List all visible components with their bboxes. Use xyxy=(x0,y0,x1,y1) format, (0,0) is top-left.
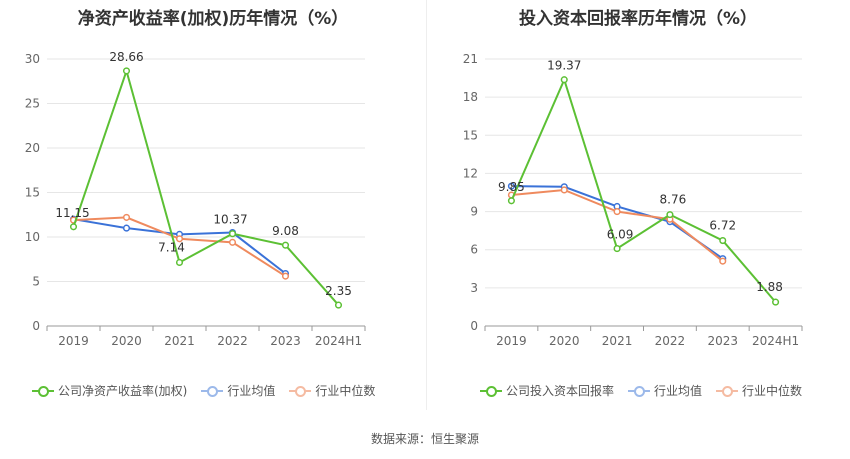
x-tick-label: 2021 xyxy=(602,334,633,348)
legend-label: 行业均值 xyxy=(227,384,276,398)
x-tick-label: 2023 xyxy=(707,334,738,348)
data-point-company xyxy=(334,301,343,309)
legend-roe: 公司净资产收益率(加权) 行业均值 行业中位数 xyxy=(32,382,389,399)
data-point-company xyxy=(560,76,568,84)
y-tick-label: 10 xyxy=(25,230,40,244)
legend-label: 行业中位数 xyxy=(315,384,376,398)
legend-item-avg-roic[interactable]: 行业均值 xyxy=(628,382,702,399)
y-tick-label: 18 xyxy=(463,90,478,104)
x-tick-label: 2023 xyxy=(270,334,301,348)
data-label: 9.08 xyxy=(272,224,299,238)
data-label: 2.35 xyxy=(325,284,352,298)
legend-line-icon xyxy=(289,384,312,398)
legend-line-icon xyxy=(716,384,739,398)
y-tick-label: 30 xyxy=(25,52,40,66)
data-point-median xyxy=(175,235,184,243)
x-tick-label: 2020 xyxy=(111,334,142,348)
legend-item-median-roic[interactable]: 行业中位数 xyxy=(716,382,802,399)
x-tick-label: 2019 xyxy=(58,334,89,348)
x-tick-label: 2020 xyxy=(549,334,580,348)
legend-label: 行业中位数 xyxy=(742,384,803,398)
x-tick-label: 2024H1 xyxy=(315,334,362,348)
data-point-median xyxy=(281,272,290,280)
data-point-median xyxy=(560,186,568,194)
y-tick-label: 15 xyxy=(463,128,478,142)
y-tick-label: 9 xyxy=(470,205,478,219)
x-tick-label: 2019 xyxy=(496,334,527,348)
panel-divider xyxy=(426,0,427,410)
chart-title-roic: 投入资本回报率历年情况（%） xyxy=(518,9,758,29)
x-tick-label: 2021 xyxy=(164,334,195,348)
legend-line-icon xyxy=(628,384,651,398)
data-point-company xyxy=(613,245,621,253)
legend-label: 公司投入资本回报率 xyxy=(506,384,615,398)
data-source: 数据来源：恒生聚源 xyxy=(370,432,479,446)
y-tick-label: 20 xyxy=(25,141,40,155)
data-point-company xyxy=(228,230,237,238)
data-point-median xyxy=(122,213,131,221)
data-label: 9.85 xyxy=(498,180,525,194)
legend-label: 公司净资产收益率(加权) xyxy=(58,384,188,398)
legend-item-median-roe[interactable]: 行业中位数 xyxy=(289,382,375,399)
data-point-company xyxy=(719,237,727,245)
chart-title-roe: 净资产收益率(加权)历年情况（%） xyxy=(77,9,349,29)
data-label: 28.66 xyxy=(109,50,143,64)
y-tick-label: 6 xyxy=(470,243,478,257)
legend-roic: 公司投入资本回报率 行业均值 行业中位数 xyxy=(480,382,816,399)
series-line-company xyxy=(510,76,777,303)
legend-line-icon xyxy=(32,384,54,398)
y-tick-label: 21 xyxy=(463,52,478,66)
data-point-avg xyxy=(507,182,515,190)
data-point-company xyxy=(122,67,131,75)
data-label: 11.15 xyxy=(55,206,89,220)
x-tick-label: 2022 xyxy=(217,334,248,348)
x-tick-label: 2024H1 xyxy=(752,334,799,348)
legend-item-company-roic[interactable]: 公司投入资本回报率 xyxy=(480,382,614,399)
legend-item-company-roe[interactable]: 公司净资产收益率(加权) xyxy=(32,382,187,399)
legend-line-icon xyxy=(201,384,224,398)
data-label: 19.37 xyxy=(547,59,581,73)
data-point-company xyxy=(69,223,78,231)
data-point-median xyxy=(719,257,727,265)
legend-line-icon xyxy=(480,384,502,398)
y-tick-label: 3 xyxy=(470,281,478,295)
y-tick-label: 0 xyxy=(32,319,40,333)
legend-label: 行业均值 xyxy=(654,384,703,398)
data-point-company xyxy=(175,258,184,267)
y-tick-label: 25 xyxy=(25,97,40,111)
data-point-median xyxy=(228,238,237,246)
data-label: 6.72 xyxy=(709,219,736,233)
data-label: 10.37 xyxy=(213,213,247,227)
data-label: 7.14 xyxy=(158,240,185,254)
data-point-company xyxy=(281,241,290,249)
series-line-company xyxy=(72,67,340,306)
data-point-company xyxy=(772,298,780,306)
y-tick-label: 12 xyxy=(463,166,478,180)
y-tick-label: 5 xyxy=(32,275,40,289)
y-tick-label: 15 xyxy=(25,186,40,200)
x-tick-label: 2022 xyxy=(655,334,686,348)
legend-item-avg-roe[interactable]: 行业均值 xyxy=(201,382,275,399)
data-point-company xyxy=(666,211,674,219)
data-label: 6.09 xyxy=(607,228,634,242)
data-point-median xyxy=(613,208,621,216)
data-label: 1.88 xyxy=(756,280,783,294)
y-tick-label: 0 xyxy=(470,319,478,333)
data-point-avg xyxy=(122,224,131,232)
data-point-company xyxy=(507,197,515,205)
data-label: 8.76 xyxy=(660,193,687,207)
